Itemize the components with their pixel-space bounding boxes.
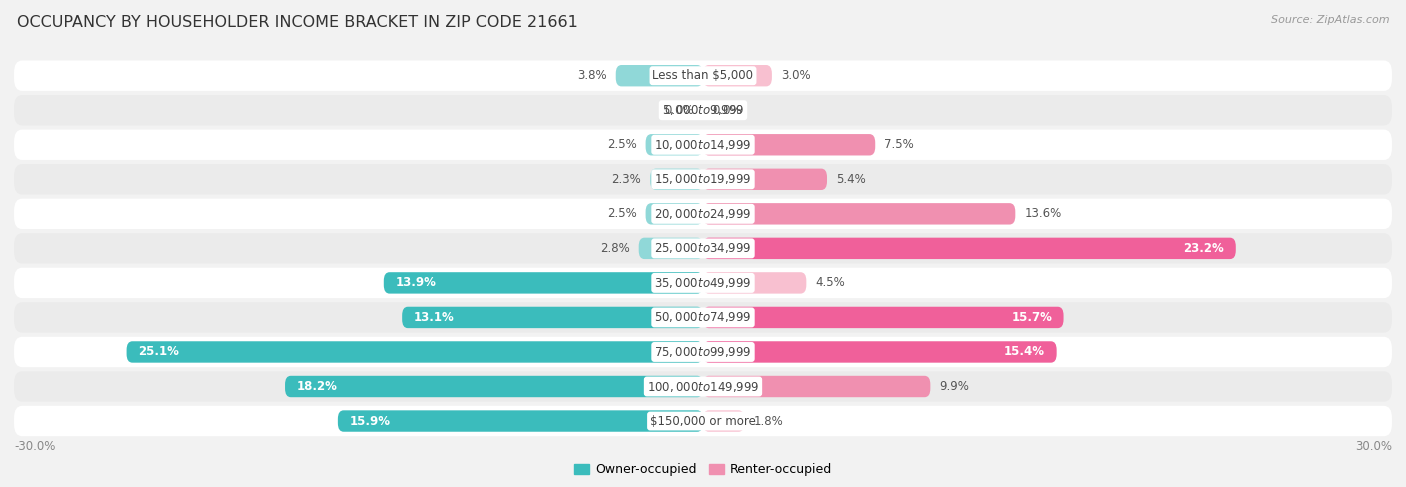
FancyBboxPatch shape [645,134,703,155]
FancyBboxPatch shape [14,60,1392,91]
FancyBboxPatch shape [650,169,703,190]
FancyBboxPatch shape [703,307,1063,328]
FancyBboxPatch shape [14,302,1392,333]
Text: $100,000 to $149,999: $100,000 to $149,999 [647,379,759,393]
FancyBboxPatch shape [402,307,703,328]
FancyBboxPatch shape [14,95,1392,126]
Text: $150,000 or more: $150,000 or more [650,414,756,428]
Text: -30.0%: -30.0% [14,440,55,453]
FancyBboxPatch shape [638,238,703,259]
FancyBboxPatch shape [14,199,1392,229]
FancyBboxPatch shape [703,65,772,86]
FancyBboxPatch shape [703,134,875,155]
FancyBboxPatch shape [14,371,1392,402]
Text: Less than $5,000: Less than $5,000 [652,69,754,82]
FancyBboxPatch shape [127,341,703,363]
FancyBboxPatch shape [14,268,1392,298]
Text: 2.5%: 2.5% [606,138,637,151]
FancyBboxPatch shape [337,411,703,432]
Text: 3.0%: 3.0% [782,69,811,82]
Text: 7.5%: 7.5% [884,138,914,151]
Text: 3.8%: 3.8% [576,69,606,82]
Text: 2.5%: 2.5% [606,207,637,220]
Text: $25,000 to $34,999: $25,000 to $34,999 [654,242,752,255]
Text: 13.9%: 13.9% [395,277,436,289]
Text: Source: ZipAtlas.com: Source: ZipAtlas.com [1271,15,1389,25]
FancyBboxPatch shape [703,203,1015,225]
Text: 15.7%: 15.7% [1011,311,1052,324]
Text: 5.4%: 5.4% [837,173,866,186]
Text: OCCUPANCY BY HOUSEHOLDER INCOME BRACKET IN ZIP CODE 21661: OCCUPANCY BY HOUSEHOLDER INCOME BRACKET … [17,15,578,30]
FancyBboxPatch shape [14,130,1392,160]
FancyBboxPatch shape [14,406,1392,436]
Text: 13.6%: 13.6% [1025,207,1062,220]
Text: $15,000 to $19,999: $15,000 to $19,999 [654,172,752,187]
Text: 18.2%: 18.2% [297,380,337,393]
FancyBboxPatch shape [703,169,827,190]
Text: $20,000 to $24,999: $20,000 to $24,999 [654,207,752,221]
FancyBboxPatch shape [703,411,744,432]
Legend: Owner-occupied, Renter-occupied: Owner-occupied, Renter-occupied [568,458,838,482]
FancyBboxPatch shape [703,272,807,294]
Text: 1.8%: 1.8% [754,414,783,428]
Text: $75,000 to $99,999: $75,000 to $99,999 [654,345,752,359]
FancyBboxPatch shape [703,341,1057,363]
FancyBboxPatch shape [14,233,1392,263]
Text: 23.2%: 23.2% [1184,242,1225,255]
Text: 4.5%: 4.5% [815,277,845,289]
Text: 13.1%: 13.1% [413,311,454,324]
Text: 15.4%: 15.4% [1004,345,1045,358]
Text: 2.8%: 2.8% [600,242,630,255]
FancyBboxPatch shape [703,376,931,397]
Text: 0.0%: 0.0% [664,104,693,117]
Text: 9.9%: 9.9% [939,380,969,393]
FancyBboxPatch shape [14,164,1392,194]
Text: 0.0%: 0.0% [713,104,742,117]
FancyBboxPatch shape [703,238,1236,259]
Text: $35,000 to $49,999: $35,000 to $49,999 [654,276,752,290]
Text: 25.1%: 25.1% [138,345,179,358]
Text: 30.0%: 30.0% [1355,440,1392,453]
Text: $50,000 to $74,999: $50,000 to $74,999 [654,310,752,324]
Text: $5,000 to $9,999: $5,000 to $9,999 [662,103,744,117]
Text: 2.3%: 2.3% [612,173,641,186]
Text: $10,000 to $14,999: $10,000 to $14,999 [654,138,752,152]
FancyBboxPatch shape [616,65,703,86]
FancyBboxPatch shape [645,203,703,225]
FancyBboxPatch shape [14,337,1392,367]
FancyBboxPatch shape [285,376,703,397]
Text: 15.9%: 15.9% [349,414,391,428]
FancyBboxPatch shape [384,272,703,294]
